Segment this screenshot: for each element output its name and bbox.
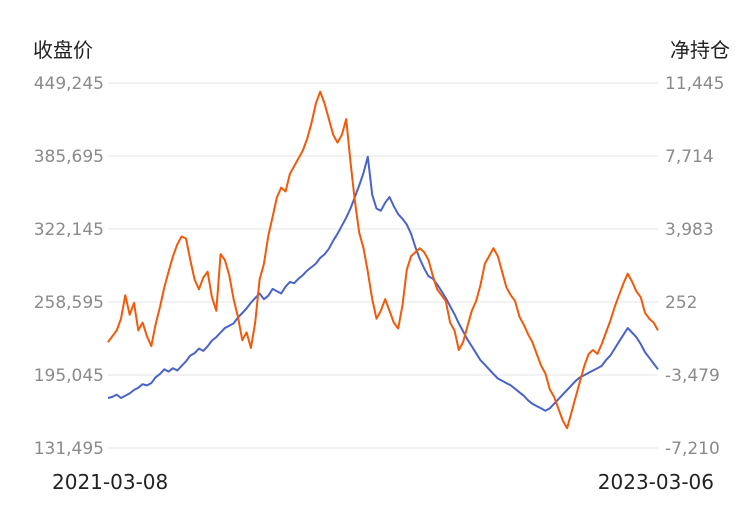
- series-line-net-position: [107, 90, 659, 430]
- left-tick-label: 195,045: [33, 366, 104, 386]
- left-tick-label: 385,695: [33, 147, 104, 167]
- right-tick-label: 252: [665, 293, 698, 313]
- x-start-date-label: 2021-03-08: [52, 470, 169, 494]
- left-tick-label: 131,495: [33, 439, 104, 459]
- right-axis-title: 净持仓: [670, 38, 730, 62]
- right-tick-label: -7,210: [665, 439, 720, 459]
- left-axis-title: 收盘价: [33, 38, 93, 62]
- left-tick-label: 322,145: [33, 220, 104, 240]
- right-tick-label: 11,445: [665, 74, 725, 94]
- right-tick-label: 7,714: [665, 147, 714, 167]
- left-tick-label: 258,595: [33, 293, 104, 313]
- x-end-date-label: 2023-03-06: [597, 470, 714, 494]
- series-line-close-price: [107, 155, 659, 412]
- left-tick-label: 449,245: [33, 74, 104, 94]
- right-tick-label: 3,983: [665, 220, 714, 240]
- right-tick-label: -3,479: [665, 366, 720, 386]
